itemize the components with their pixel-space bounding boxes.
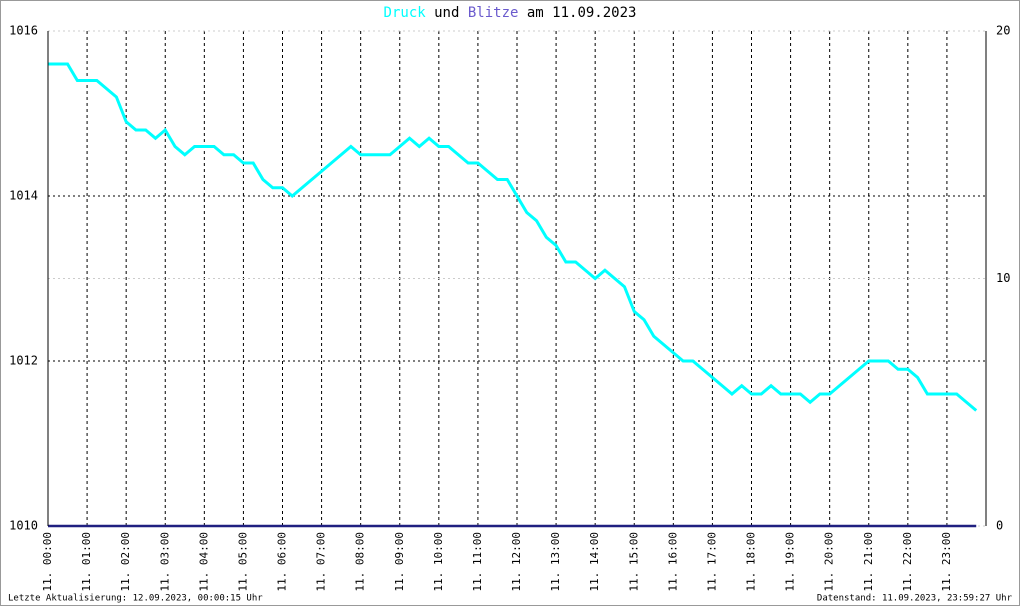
x-tick-label: 11. 07:00	[315, 532, 328, 592]
title-druck: Druck	[384, 5, 427, 21]
x-tick-label: 11. 23:00	[940, 532, 953, 592]
x-tick-label: 11. 15:00	[627, 532, 640, 592]
x-tick-label: 11. 19:00	[784, 532, 797, 592]
y2-tick-label: 20	[996, 24, 1010, 38]
x-tick-label: 11. 00:00	[41, 532, 54, 592]
x-tick-label: 11. 09:00	[393, 532, 406, 592]
x-tick-label: 11. 08:00	[354, 532, 367, 592]
chart-title: Druck und Blitze am 11.09.2023	[384, 5, 637, 21]
y2-tick-label: 0	[996, 519, 1003, 533]
x-tick-label: 11. 10:00	[432, 532, 445, 592]
x-tick-label: 11. 14:00	[588, 532, 601, 592]
y-tick-label: 1012	[9, 354, 38, 368]
x-tick-label: 11. 04:00	[197, 532, 210, 592]
title-date: am 11.09.2023	[527, 5, 637, 21]
x-tick-label: 11. 06:00	[276, 532, 289, 592]
x-tick-label: 11. 02:00	[119, 532, 132, 592]
y2-tick-label: 10	[996, 271, 1010, 285]
x-tick-label: 11. 22:00	[901, 532, 914, 592]
x-tick-label: 11. 20:00	[823, 532, 836, 592]
x-tick-label: 11. 17:00	[705, 532, 718, 592]
x-tick-label: 11. 18:00	[745, 532, 758, 592]
y-tick-label: 1010	[9, 519, 38, 533]
footer-left: Letzte Aktualisierung: 12.09.2023, 00:00…	[8, 594, 263, 604]
x-tick-label: 11. 05:00	[236, 532, 249, 592]
x-tick-label: 11. 12:00	[510, 532, 523, 592]
title-connector: und	[434, 5, 459, 21]
x-tick-label: 11. 13:00	[549, 532, 562, 592]
y-tick-label: 1016	[9, 24, 38, 38]
series-line	[48, 62, 978, 412]
x-tick-label: 11. 01:00	[80, 532, 93, 592]
x-tick-label: 11. 03:00	[158, 532, 171, 592]
footer-right: Datenstand: 11.09.2023, 23:59:27 Uhr	[817, 594, 1013, 604]
x-tick-label: 11. 16:00	[666, 532, 679, 592]
x-tick-label: 11. 21:00	[862, 532, 875, 592]
y-tick-label: 1014	[9, 189, 38, 203]
x-tick-label: 11. 11:00	[471, 532, 484, 592]
title-blitze: Blitze	[468, 5, 519, 21]
